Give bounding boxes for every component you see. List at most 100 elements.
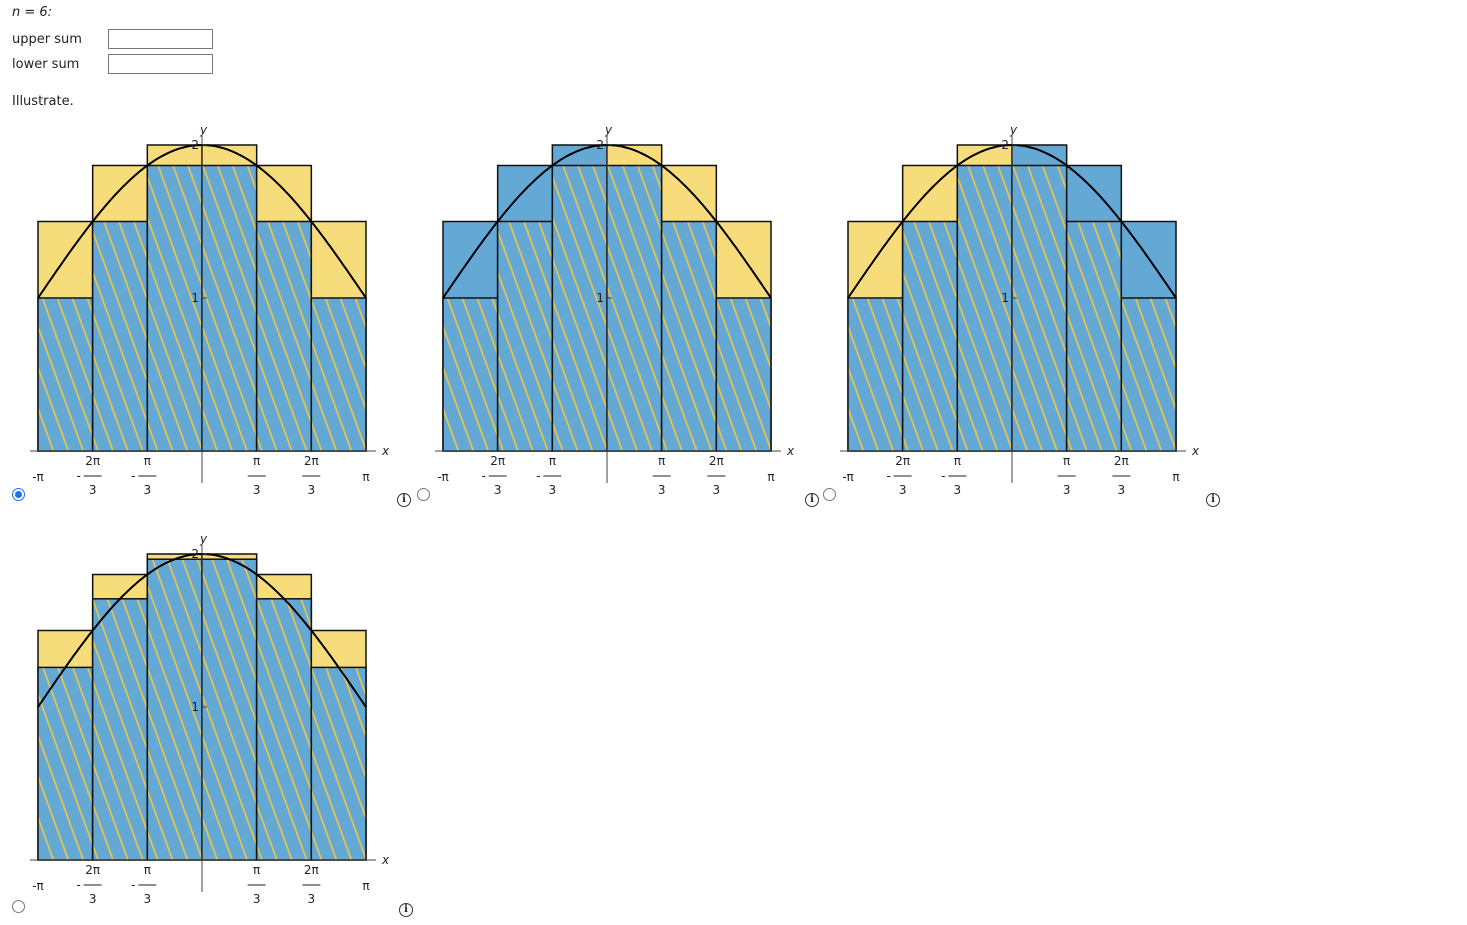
rectangle-hatched xyxy=(255,598,313,861)
x-tick-num: π xyxy=(1063,454,1070,468)
x-tick-label: π xyxy=(767,470,774,484)
info-icon[interactable]: i xyxy=(1206,493,1220,507)
x-tick-den: 3 xyxy=(89,892,97,906)
x-tick-num: π xyxy=(253,454,260,468)
x-tick-den: 3 xyxy=(253,483,261,497)
radio-button[interactable] xyxy=(823,488,836,501)
rectangle-hatched xyxy=(91,220,149,452)
x-tick-den: 3 xyxy=(713,483,721,497)
axis-label: y xyxy=(604,123,613,137)
x-tick-num: π xyxy=(144,863,151,877)
y-tick-label: 1 xyxy=(191,291,199,305)
x-tick-den: 3 xyxy=(308,483,316,497)
x-tick-sign: - xyxy=(131,469,135,483)
input-label: upper sum xyxy=(12,32,82,47)
rectangle-hatched xyxy=(146,164,203,452)
x-tick-sign: - xyxy=(481,469,485,483)
axis-label: y xyxy=(199,123,208,137)
n-label: n = 6: xyxy=(12,5,53,20)
x-tick-label: π xyxy=(362,470,369,484)
y-tick-label: 2 xyxy=(1001,138,1009,152)
x-tick-den: 3 xyxy=(1118,483,1126,497)
rectangle-hatched xyxy=(37,297,94,452)
x-tick-den: 3 xyxy=(899,483,907,497)
rectangle-hatched xyxy=(442,297,499,452)
x-tick-sign: - xyxy=(76,469,80,483)
x-tick-den: 3 xyxy=(494,483,502,497)
x-tick-den: 3 xyxy=(658,483,666,497)
rectangle-hatched xyxy=(201,164,258,452)
rectangle-hatched xyxy=(91,598,149,861)
x-tick-num: 2π xyxy=(85,454,100,468)
axis-label: y xyxy=(199,532,208,546)
y-tick-label: 1 xyxy=(1001,291,1009,305)
rectangle-hatched xyxy=(847,297,904,452)
x-tick-sign: - xyxy=(536,469,540,483)
radio-button[interactable] xyxy=(12,488,25,501)
x-tick-sign: - xyxy=(941,469,945,483)
x-tick-den: 3 xyxy=(954,483,962,497)
x-tick-label: π xyxy=(1172,470,1179,484)
x-tick-label: -π xyxy=(32,879,44,893)
x-tick-num: 2π xyxy=(304,863,319,877)
rectangle-hatched xyxy=(37,666,94,861)
axis-label: y xyxy=(1009,123,1018,137)
info-icon[interactable]: i xyxy=(399,903,413,917)
y-tick-label: 2 xyxy=(191,547,199,561)
rectangle-hatched xyxy=(606,164,663,452)
x-tick-num: π xyxy=(549,454,556,468)
x-tick-num: π xyxy=(658,454,665,468)
rectangle-hatched xyxy=(310,297,367,452)
x-tick-sign: - xyxy=(131,878,135,892)
x-tick-den: 3 xyxy=(549,483,557,497)
rectangle-hatched xyxy=(1065,220,1123,452)
radio-button[interactable] xyxy=(12,900,25,913)
x-tick-den: 3 xyxy=(89,483,97,497)
x-tick-den: 3 xyxy=(308,892,316,906)
text-input[interactable] xyxy=(108,29,213,49)
x-tick-den: 3 xyxy=(144,483,152,497)
x-tick-den: 3 xyxy=(1063,483,1071,497)
x-tick-num: π xyxy=(253,863,260,877)
y-tick-label: 1 xyxy=(596,291,604,305)
rectangle-hatched xyxy=(1011,164,1068,452)
input-label: lower sum xyxy=(12,57,80,72)
x-tick-den: 3 xyxy=(253,892,261,906)
rectangle-hatched xyxy=(496,220,554,452)
x-tick-label: -π xyxy=(842,470,854,484)
rectangle-hatched xyxy=(715,297,772,452)
rectangle-hatched xyxy=(201,558,258,861)
x-tick-num: 2π xyxy=(490,454,505,468)
rectangle-hatched xyxy=(660,220,718,452)
prompt: Illustrate. xyxy=(12,94,74,109)
x-tick-num: π xyxy=(144,454,151,468)
x-tick-num: 2π xyxy=(709,454,724,468)
axis-label: x xyxy=(1191,444,1200,458)
radio-button[interactable] xyxy=(417,488,430,501)
x-tick-sign: - xyxy=(886,469,890,483)
rectangle-hatched xyxy=(956,164,1013,452)
x-tick-num: π xyxy=(954,454,961,468)
x-tick-num: 2π xyxy=(895,454,910,468)
info-icon[interactable]: i xyxy=(397,493,411,507)
rectangle-hatched xyxy=(551,164,608,452)
axis-label: x xyxy=(381,853,390,867)
rectangle-hatched xyxy=(1120,297,1177,452)
rectangle-hatched xyxy=(255,220,313,452)
x-tick-num: 2π xyxy=(85,863,100,877)
y-tick-label: 2 xyxy=(191,138,199,152)
info-icon[interactable]: i xyxy=(805,493,819,507)
rectangle-hatched xyxy=(901,220,959,452)
x-tick-label: -π xyxy=(437,470,449,484)
axis-label: x xyxy=(381,444,390,458)
x-tick-num: 2π xyxy=(1114,454,1129,468)
y-tick-label: 2 xyxy=(596,138,604,152)
text-input[interactable] xyxy=(108,54,213,74)
x-tick-label: -π xyxy=(32,470,44,484)
x-tick-den: 3 xyxy=(144,892,152,906)
